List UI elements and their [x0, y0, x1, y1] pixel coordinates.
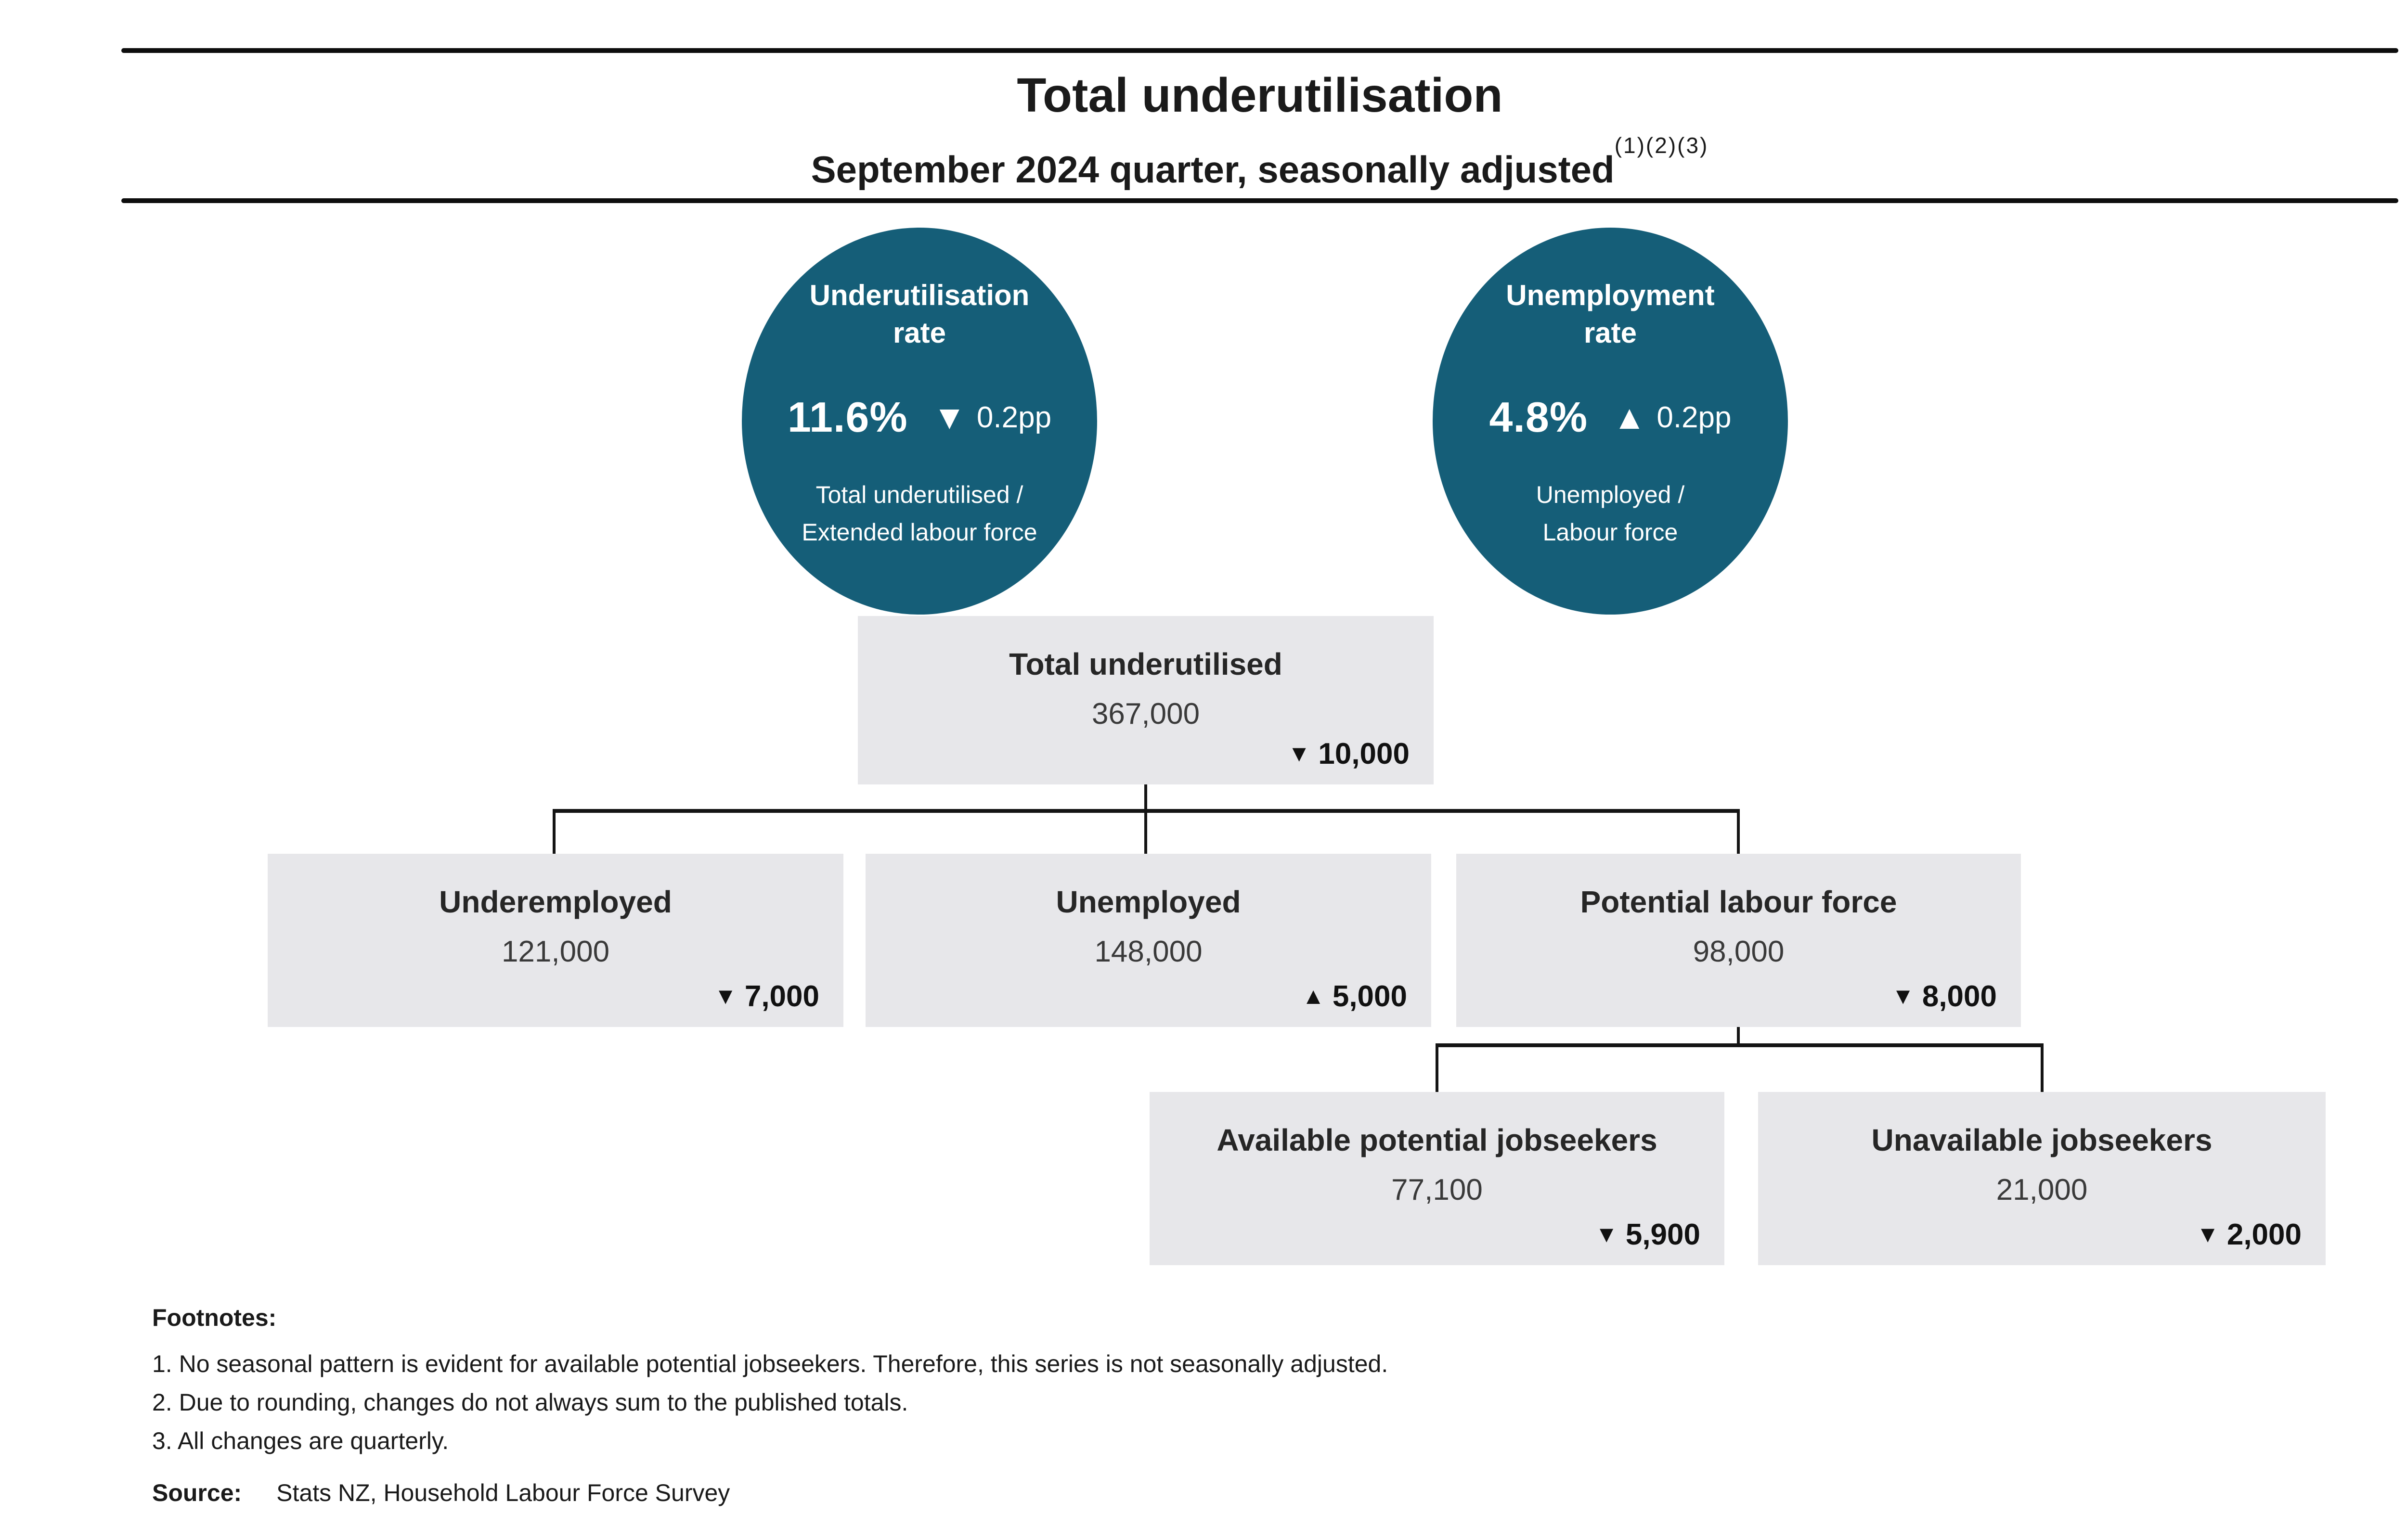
footnote-markers: (1)(2)(3)	[1614, 133, 1709, 158]
node-unavailable-jobseekers: Unavailable jobseekers 21,000 ▼ 2,000	[1758, 1092, 2326, 1265]
node-available-potential-jobseekers: Available potential jobseekers 77,100 ▼ …	[1150, 1092, 1724, 1265]
connector-line	[1737, 811, 1740, 854]
header-divider	[121, 198, 2398, 203]
rate-definition: Unemployed / Labour force	[1536, 476, 1685, 551]
underutilisation-rate-circle: Underutilisation rate 11.6% ▼ 0.2pp Tota…	[742, 228, 1097, 615]
node-value: 121,000	[501, 935, 610, 968]
down-triangle-icon: ▼	[932, 398, 966, 436]
circle-title-line2: rate	[1583, 317, 1637, 349]
page-subtitle: September 2024 quarter, seasonally adjus…	[121, 133, 2398, 192]
rate-change: 0.2pp	[976, 400, 1052, 434]
node-potential-labour-force: Potential labour force 98,000 ▼ 8,000	[1456, 854, 2021, 1027]
node-change: ▼ 8,000	[1891, 979, 1997, 1014]
node-unemployed: Unemployed 148,000 ▲ 5,000	[866, 854, 1431, 1027]
node-value: 98,000	[1693, 935, 1785, 968]
rate-definition: Total underutilised / Extended labour fo…	[802, 476, 1037, 551]
down-triangle-icon: ▼	[714, 983, 737, 1009]
change-value: 5,000	[1332, 980, 1407, 1013]
down-triangle-icon: ▼	[1595, 1221, 1618, 1247]
header: Total underutilisation September 2024 qu…	[121, 68, 2398, 192]
connector-line	[1144, 811, 1147, 854]
connector-line	[1436, 1045, 1438, 1092]
connector-line	[2041, 1045, 2044, 1092]
change-value: 5,900	[1625, 1218, 1700, 1251]
source-row: Source: Stats NZ, Household Labour Force …	[152, 1474, 1388, 1512]
unemployment-rate-circle: Unemployment rate 4.8% ▲ 0.2pp Unemploye…	[1433, 228, 1788, 615]
circle-title-line1: Underutilisation	[809, 279, 1030, 311]
source-text: Stats NZ, Household Labour Force Survey	[276, 1479, 730, 1506]
change-value: 7,000	[744, 980, 819, 1013]
rate-value: 11.6%	[787, 393, 908, 441]
node-value: 148,000	[1094, 935, 1203, 968]
rate-definition-line1: Total underutilised /	[815, 481, 1023, 508]
top-divider	[121, 48, 2398, 53]
circle-title: Unemployment rate	[1506, 277, 1714, 352]
node-value: 77,100	[1391, 1173, 1483, 1206]
footnotes-heading: Footnotes:	[152, 1304, 277, 1331]
node-label: Unemployed	[1056, 885, 1241, 919]
rate-value: 4.8%	[1489, 393, 1588, 441]
connector-line	[553, 811, 556, 854]
circle-value-row: 11.6% ▼ 0.2pp	[788, 390, 1051, 444]
change-value: 10,000	[1318, 737, 1410, 770]
footnote-item: 1. No seasonal pattern is evident for av…	[152, 1350, 1388, 1377]
node-total-underutilised: Total underutilised 367,000 ▼ 10,000	[858, 616, 1434, 784]
connector-line	[1737, 1027, 1740, 1045]
change-value: 8,000	[1922, 980, 1997, 1013]
footnote-item: 3. All changes are quarterly.	[152, 1427, 449, 1454]
rate-definition-line2: Labour force	[1542, 519, 1678, 546]
up-triangle-icon: ▲	[1613, 398, 1646, 436]
node-change: ▼ 7,000	[714, 979, 819, 1014]
circle-title-line2: rate	[893, 317, 946, 349]
subtitle-text: September 2024 quarter, seasonally adjus…	[811, 148, 1615, 191]
rate-definition-line1: Unemployed /	[1536, 481, 1685, 508]
page-title: Total underutilisation	[1017, 68, 1503, 122]
rate-definition-line2: Extended labour force	[802, 519, 1037, 546]
up-triangle-icon: ▲	[1302, 983, 1325, 1009]
node-underemployed: Underemployed 121,000 ▼ 7,000	[268, 854, 843, 1027]
footnote-item: 2. Due to rounding, changes do not alway…	[152, 1389, 908, 1416]
footnotes: Footnotes: 1. No seasonal pattern is evi…	[152, 1298, 1388, 1512]
down-triangle-icon: ▼	[2196, 1221, 2219, 1247]
node-label: Total underutilised	[1009, 647, 1282, 681]
circle-title-line1: Unemployment	[1506, 279, 1715, 311]
node-label: Available potential jobseekers	[1216, 1123, 1657, 1157]
connector-line	[1144, 784, 1147, 811]
node-change: ▼ 10,000	[1288, 737, 1410, 771]
node-change: ▲ 5,000	[1302, 979, 1407, 1014]
node-label: Potential labour force	[1580, 885, 1897, 919]
source-label: Source:	[152, 1479, 242, 1506]
circle-value-row: 4.8% ▲ 0.2pp	[1489, 390, 1731, 444]
connector-line	[1436, 1043, 2044, 1047]
node-change: ▼ 2,000	[2196, 1218, 2302, 1252]
node-label: Unavailable jobseekers	[1871, 1123, 2213, 1157]
circle-title: Underutilisation rate	[810, 277, 1030, 352]
rate-change: 0.2pp	[1656, 400, 1732, 434]
change-value: 2,000	[2226, 1218, 2302, 1251]
node-value: 367,000	[1091, 697, 1200, 731]
node-value: 21,000	[1996, 1173, 2088, 1206]
node-label: Underemployed	[439, 885, 672, 919]
down-triangle-icon: ▼	[1287, 741, 1311, 767]
down-triangle-icon: ▼	[1891, 983, 1915, 1009]
node-change: ▼ 5,900	[1595, 1218, 1700, 1252]
